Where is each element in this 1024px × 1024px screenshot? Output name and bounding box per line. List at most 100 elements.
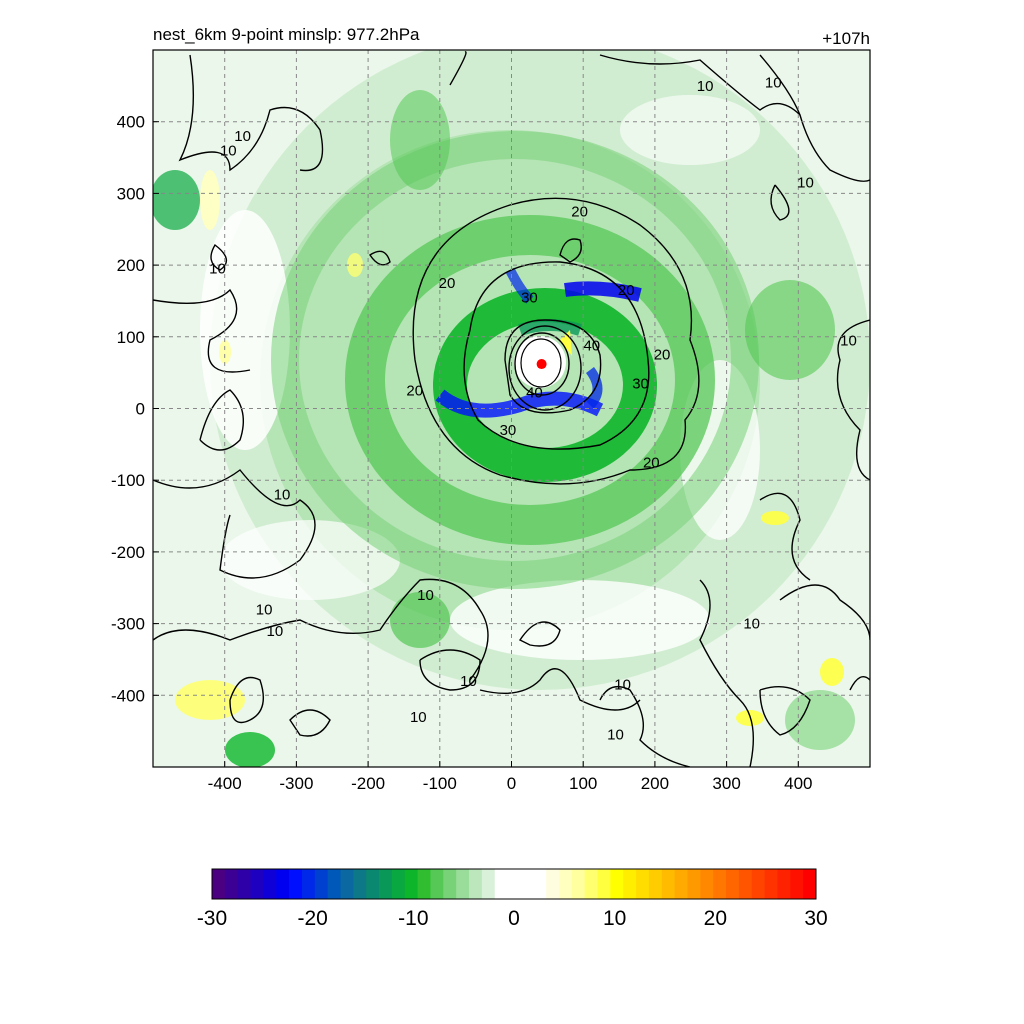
colorbar-swatch [224, 869, 239, 899]
colorbar-swatch [276, 869, 290, 899]
colorbar-swatch [301, 869, 316, 899]
x-tick-label: 300 [712, 774, 740, 793]
colorbar-swatch [558, 869, 573, 899]
colorbar-swatch [366, 869, 380, 899]
chart-title-right: +107h [822, 29, 870, 48]
x-tick-label: -300 [279, 774, 313, 793]
colorbar-tick-label: 30 [804, 907, 827, 930]
x-tick-label: 400 [784, 774, 812, 793]
contour-label: 10 [417, 587, 434, 604]
y-tick-label: 100 [117, 328, 145, 347]
colorbar-swatch [636, 869, 650, 899]
y-tick-label: -200 [111, 543, 145, 562]
y-tick-label: 0 [136, 400, 145, 419]
contour-label: 10 [209, 261, 226, 278]
colorbar-swatch [212, 869, 226, 899]
contour-label: 20 [439, 275, 456, 292]
chart-title-left: nest_6km 9-point minslp: 977.2hPa [153, 25, 420, 44]
colorbar-swatch [379, 869, 393, 899]
colorbar-swatch [494, 869, 509, 899]
y-tick-label: -400 [111, 686, 145, 705]
contour-label: 10 [410, 709, 427, 726]
x-tick-label: -100 [423, 774, 457, 793]
contour-label: 10 [797, 175, 814, 192]
contour-label: 10 [840, 332, 857, 349]
y-tick-label: 300 [117, 184, 145, 203]
colorbar-swatch [456, 869, 470, 899]
colorbar-swatch [289, 869, 303, 899]
colorbar: -30 -20 -10 0 10 20 30 [197, 868, 828, 930]
colorbar-swatch [520, 869, 534, 899]
colorbar-swatch [713, 869, 727, 899]
y-tick-label: 200 [117, 256, 145, 275]
colorbar-swatch [507, 869, 521, 899]
contour-label: 20 [643, 454, 660, 471]
x-tick-label: 0 [507, 774, 516, 793]
colorbar-swatch [700, 869, 714, 899]
contour-label: 20 [654, 347, 671, 364]
contour-label: 10 [460, 673, 477, 690]
colorbar-swatch [327, 869, 342, 899]
x-axis: -400 -300 -200 -100 0 100 200 300 400 [208, 761, 812, 793]
colorbar-tick-label: 0 [508, 907, 520, 930]
colorbar-swatch [263, 869, 277, 899]
field-fill [153, 50, 870, 767]
contour-label: 20 [406, 383, 423, 400]
colorbar-swatch [623, 869, 637, 899]
contour-label: 10 [256, 601, 273, 618]
colorbar-swatch [661, 869, 676, 899]
colorbar-swatch [353, 869, 367, 899]
contour-label: 10 [220, 142, 237, 159]
y-axis: 400 300 200 100 0 -100 -200 -300 -400 [111, 113, 159, 705]
y-tick-label: 400 [117, 113, 145, 132]
colorbar-swatch [546, 869, 560, 899]
colorbar-swatch [250, 869, 264, 899]
colorbar-tick-label: 20 [704, 907, 727, 930]
colorbar-swatch [391, 869, 406, 899]
colorbar-swatch [790, 869, 804, 899]
x-tick-label: 100 [569, 774, 597, 793]
colorbar-swatch [674, 869, 688, 899]
colorbar-swatch [687, 869, 701, 899]
contour-label: 10 [267, 623, 284, 640]
contour-label: 10 [274, 487, 291, 504]
colorbar-swatch [764, 869, 778, 899]
colorbar-swatch [803, 869, 817, 899]
colorbar-swatch [751, 869, 766, 899]
y-tick-label: -300 [111, 615, 145, 634]
contour-label: 20 [618, 282, 635, 299]
colorbar-swatch [430, 869, 444, 899]
colorbar-swatch [597, 869, 611, 899]
contour-label: 20 [571, 203, 588, 220]
contour-label: 10 [697, 78, 714, 95]
colorbar-swatch [340, 869, 354, 899]
contour-lines [153, 51, 870, 767]
colorbar-swatch [648, 869, 663, 899]
x-tick-label: -200 [351, 774, 385, 793]
colorbar-swatch [777, 869, 791, 899]
colorbar-tick-label: -20 [297, 907, 327, 930]
colorbar-swatch [610, 869, 624, 899]
colorbar-swatch [314, 869, 329, 899]
colorbar-swatch [584, 869, 599, 899]
contour-label: 10 [234, 128, 251, 145]
colorbar-swatch [469, 869, 483, 899]
colorbar-swatch [237, 869, 252, 899]
contour-label: 10 [743, 616, 760, 633]
contour-label: 30 [521, 289, 538, 306]
colorbar-tick-label: 10 [603, 907, 626, 930]
colorbar-tick-label: -30 [197, 907, 227, 930]
colorbar-tick-label: -10 [398, 907, 428, 930]
colorbar-swatch [417, 869, 431, 899]
colorbar-swatch [533, 869, 547, 899]
contour-label: 10 [607, 727, 624, 744]
contour-label: 40 [526, 385, 543, 402]
contour-label: 10 [614, 677, 631, 694]
colorbar-swatch [404, 869, 419, 899]
colorbar-swatch [738, 869, 753, 899]
colorbar-swatch [481, 869, 496, 899]
y-tick-label: -100 [111, 471, 145, 490]
